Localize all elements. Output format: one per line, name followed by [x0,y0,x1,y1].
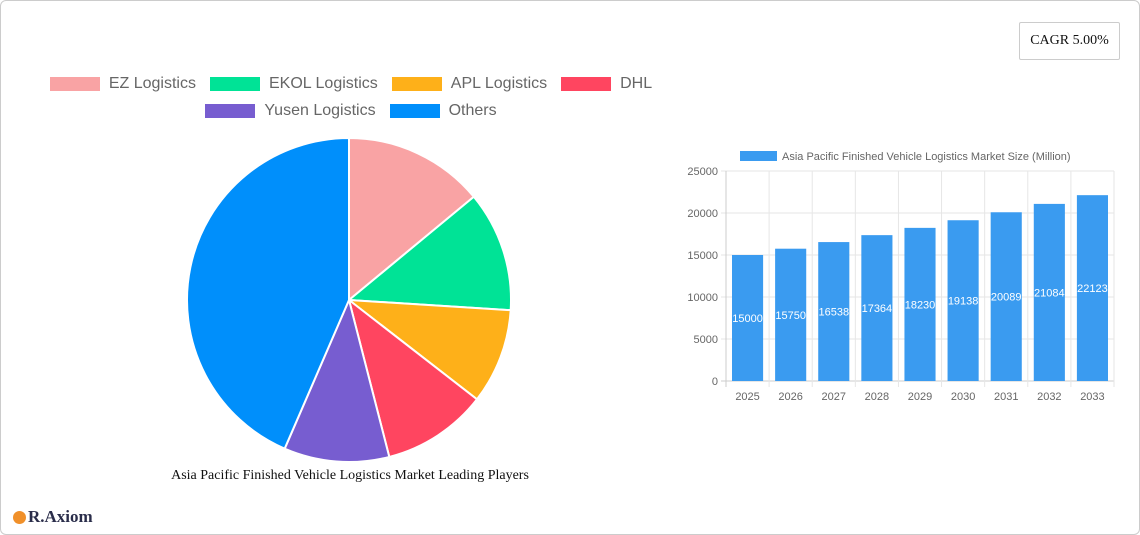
y-tick-label: 0 [712,376,718,388]
legend-label: DHL [620,75,653,92]
pie-slice[interactable] [186,136,350,450]
pie-slice[interactable] [283,296,391,463]
x-tick-label: 2033 [1080,391,1104,403]
bar[interactable] [818,242,850,381]
legend-item[interactable]: EKOL Logistics [209,75,378,93]
legend-label: Others [448,102,497,119]
x-tick-label: 2031 [994,391,1018,403]
y-tick-label: 20000 [687,208,718,220]
pie-legend: EZ Logistics EKOL Logistics APL Logistics D… [31,75,671,129]
bar-legend-label[interactable]: Asia Pacific Finished Vehicle Logistics … [782,151,1071,163]
bar[interactable] [904,227,936,381]
pie-chart [186,136,512,463]
bar-legend-swatch [740,151,777,161]
pie-slice[interactable] [345,298,512,401]
bar[interactable] [775,248,807,381]
x-tick-label: 2027 [822,391,846,403]
bar-value-label: 16538 [818,307,849,319]
bar[interactable] [947,220,979,381]
bar-value-label: 17364 [862,303,893,315]
x-tick-label: 2025 [735,391,759,403]
x-tick-label: 2028 [865,391,889,403]
legend-item[interactable]: Yusen Logistics [205,102,376,120]
legend-label: EKOL Logistics [268,75,378,92]
bar-value-label: 18230 [905,299,936,311]
bar-value-label: 21084 [1034,287,1065,299]
legend-swatch [205,104,256,118]
legend-label: APL Logistics [450,75,548,92]
bar-value-label: 15000 [732,313,763,325]
bar[interactable] [861,235,893,381]
legend-swatch [49,77,100,91]
y-tick-label: 10000 [687,292,718,304]
legend-label: Yusen Logistics [264,102,376,119]
bar-value-label: 15750 [775,310,806,322]
x-tick-label: 2026 [778,391,802,403]
legend-item[interactable]: EZ Logistics [49,75,196,93]
pie-title: Asia Pacific Finished Vehicle Logistics … [171,468,529,483]
bar-value-label: 22123 [1077,283,1108,295]
brand-logo: R.Axiom [13,507,93,527]
x-tick-label: 2029 [908,391,932,403]
legend-item[interactable]: APL Logistics [391,75,548,93]
y-tick-label: 5000 [694,334,718,346]
bar[interactable] [1076,195,1108,381]
legend-item[interactable]: DHL [561,75,652,93]
y-tick-label: 15000 [687,250,718,262]
cagr-badge: CAGR 5.00% [1019,22,1120,60]
legend-swatch [209,77,260,91]
logo-icon [13,510,26,524]
legend-label: EZ Logistics [108,75,196,92]
bar[interactable] [1033,203,1065,381]
legend-swatch [389,104,440,118]
legend-swatch [561,77,612,91]
legend-item[interactable]: Others [389,102,497,120]
brand-name: R.Axiom [28,507,93,526]
pie-slice[interactable] [348,136,476,303]
legend-swatch [391,77,442,91]
x-tick-label: 2030 [951,391,975,403]
y-tick-label: 25000 [687,166,718,178]
pie-slice[interactable] [346,195,512,312]
bar-value-label: 20089 [991,292,1022,304]
pie-slice[interactable] [347,297,479,459]
bar-value-label: 19138 [948,296,979,308]
bar[interactable] [990,212,1022,381]
bar[interactable] [732,255,764,381]
x-tick-label: 2032 [1037,391,1061,403]
